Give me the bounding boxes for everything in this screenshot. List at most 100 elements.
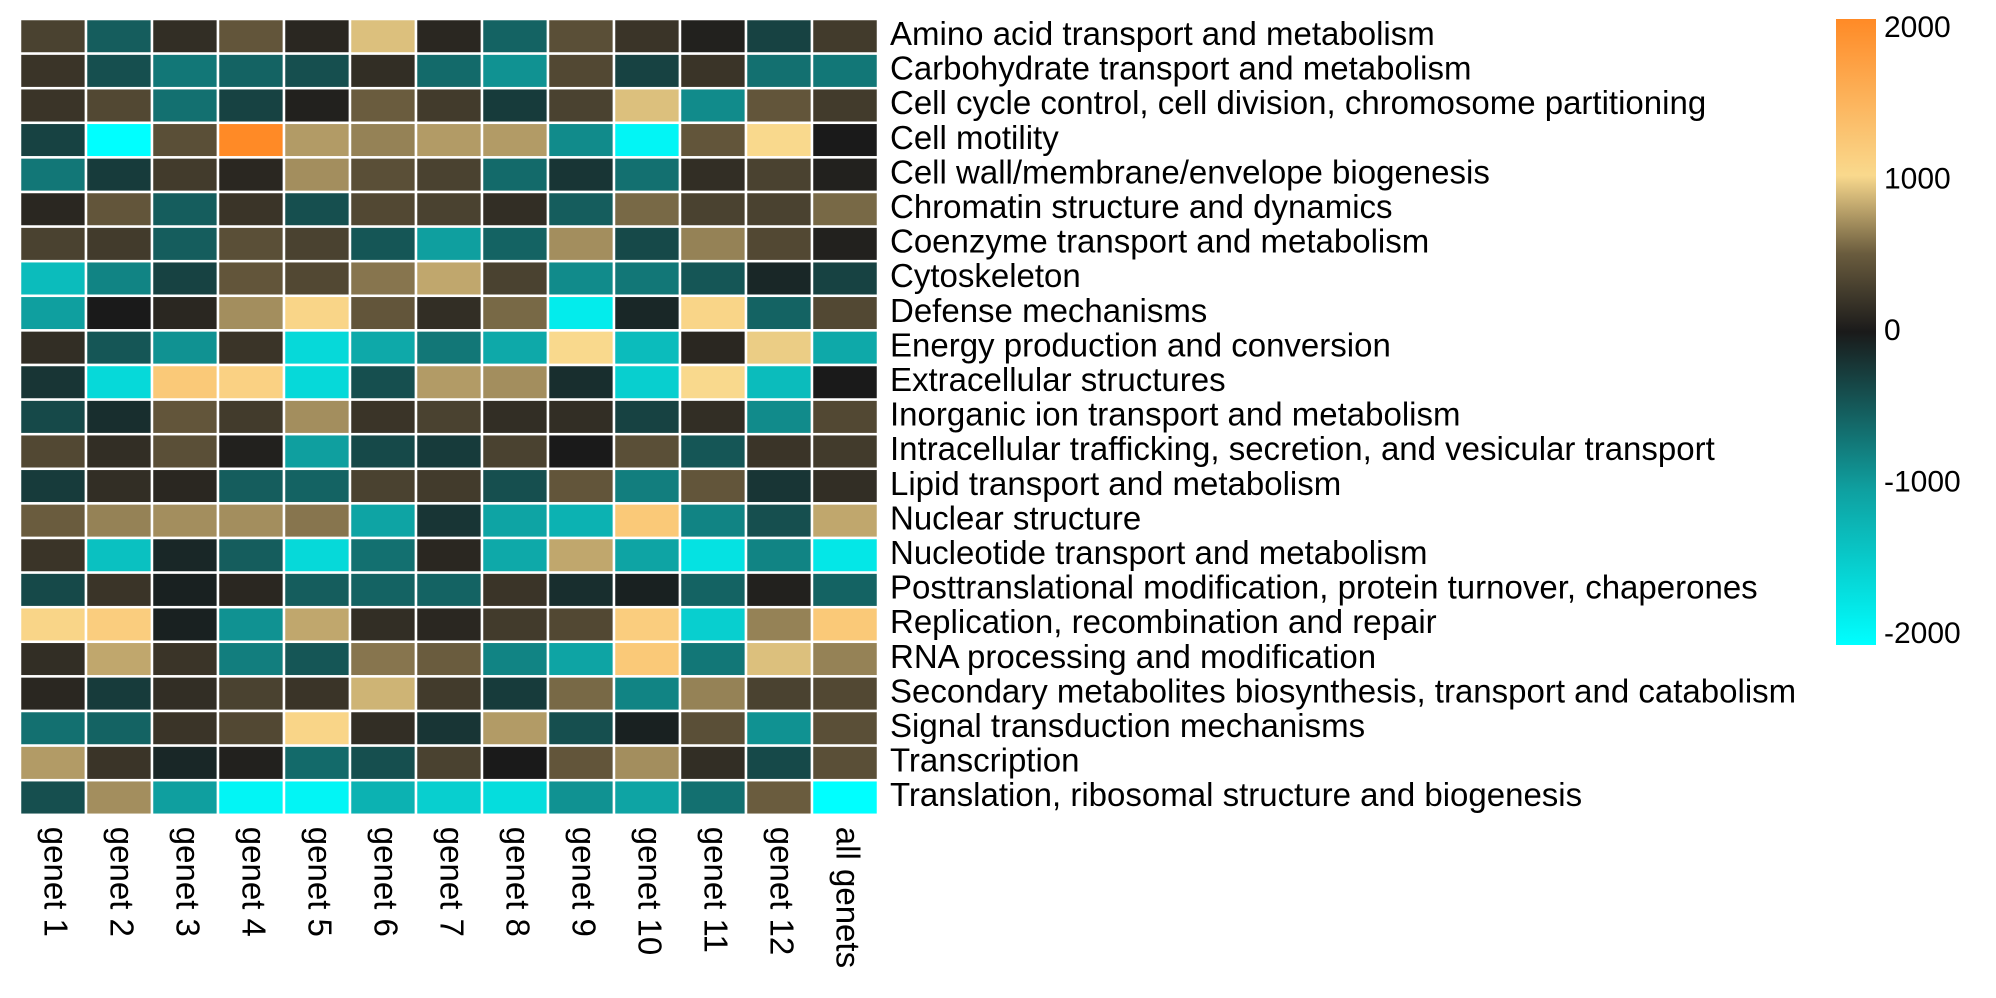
heatmap-cell: [612, 190, 682, 228]
heatmap-cell: [414, 432, 484, 471]
heatmap-cell: [282, 363, 352, 401]
heatmap-cell: [150, 432, 220, 471]
heatmap-cell: [480, 467, 550, 505]
row-label: Energy production and conversion: [890, 326, 1391, 363]
heatmap-cell: [744, 294, 814, 332]
heatmap-cell: [150, 329, 220, 367]
heatmap-cell: [150, 190, 220, 228]
heatmap-cell: [18, 190, 88, 228]
heatmap-cell: [678, 605, 748, 644]
heatmap-cell: [480, 640, 550, 678]
heatmap-cell: [84, 121, 154, 159]
heatmap-cell: [282, 17, 352, 55]
heatmap-cell: [810, 121, 880, 159]
row-label: Lipid transport and metabolism: [890, 465, 1341, 502]
heatmap-cell: [480, 225, 550, 263]
heatmap-cell: [414, 398, 484, 436]
column-label: genet 4: [235, 827, 272, 937]
heatmap-cell: [744, 709, 814, 747]
heatmap-cell: [84, 778, 154, 817]
heatmap-cell: [480, 294, 550, 332]
heatmap-cell: [744, 17, 814, 55]
heatmap-cell: [282, 675, 352, 713]
heatmap-cell: [150, 778, 220, 817]
heatmap-cell: [744, 190, 814, 228]
heatmap-cell: [480, 571, 550, 609]
heatmap-cell: [546, 675, 616, 713]
heatmap-cell: [348, 605, 418, 644]
heatmap-cell: [810, 467, 880, 505]
heatmap-cell: [414, 605, 484, 644]
column-label: genet 7: [433, 827, 470, 937]
heatmap-cell: [480, 398, 550, 436]
heatmap-cell: [480, 605, 550, 644]
heatmap-cell: [414, 86, 484, 125]
heatmap-cell: [18, 536, 88, 574]
heatmap-cell: [678, 571, 748, 609]
heatmap-cell: [84, 294, 154, 332]
row-label: Inorganic ion transport and metabolism: [890, 396, 1460, 433]
heatmap-cell: [282, 778, 352, 817]
heatmap-cell: [18, 502, 88, 540]
heatmap-cell: [744, 432, 814, 471]
heatmap-cell: [216, 640, 286, 678]
heatmap-cell: [546, 571, 616, 609]
column-label: all genets: [829, 827, 866, 968]
heatmap-cell: [282, 294, 352, 332]
heatmap-cell: [414, 675, 484, 713]
heatmap-cell: [282, 52, 352, 90]
heatmap-cell: [480, 190, 550, 228]
heatmap-cell: [348, 52, 418, 90]
heatmap-cell: [150, 467, 220, 505]
heatmap-cell: [414, 156, 484, 194]
heatmap-cell: [84, 329, 154, 367]
heatmap-cell: [810, 86, 880, 125]
heatmap-cell: [282, 156, 352, 194]
heatmap-cell: [18, 363, 88, 401]
heatmap-cell: [216, 502, 286, 540]
heatmap-cell: [84, 502, 154, 540]
heatmap-cell: [744, 467, 814, 505]
heatmap-cell: [678, 640, 748, 678]
heatmap-cell: [678, 329, 748, 367]
heatmap-cell: [810, 571, 880, 609]
heatmap-cell: [480, 52, 550, 90]
heatmap-cell: [282, 536, 352, 574]
row-label: Transcription: [890, 742, 1080, 779]
heatmap-cell: [744, 744, 814, 782]
heatmap-cell: [546, 259, 616, 298]
heatmap-cell: [612, 52, 682, 90]
row-label: RNA processing and modification: [890, 638, 1376, 675]
row-label: Translation, ribosomal structure and bio…: [890, 776, 1582, 813]
heatmap-cell: [480, 432, 550, 471]
heatmap-cell: [18, 675, 88, 713]
heatmap-cell: [810, 225, 880, 263]
heatmap-cell: [810, 744, 880, 782]
heatmap-cell: [216, 121, 286, 159]
heatmap-cell: [480, 121, 550, 159]
heatmap-cell: [216, 398, 286, 436]
heatmap-cell: [348, 259, 418, 298]
heatmap-cell: [216, 571, 286, 609]
heatmap-cell: [216, 432, 286, 471]
heatmap-cell: [348, 363, 418, 401]
heatmap-cell: [18, 778, 88, 817]
legend-tick-label: 1000: [1884, 162, 1951, 195]
row-label: Carbohydrate transport and metabolism: [890, 50, 1471, 87]
heatmap-cell: [414, 121, 484, 159]
heatmap-cell: [216, 156, 286, 194]
legend-tick-labels: 2000 1000 0 -1000 -2000: [1884, 11, 1961, 650]
heatmap-cell: [414, 467, 484, 505]
heatmap-cell: [678, 156, 748, 194]
row-label: Cell motility: [890, 119, 1059, 156]
heatmap-cell: [678, 259, 748, 298]
heatmap-cell: [480, 86, 550, 125]
heatmap-cell: [348, 571, 418, 609]
heatmap-cell: [678, 744, 748, 782]
heatmap-cell: [810, 398, 880, 436]
heatmap-cell: [546, 536, 616, 574]
heatmap-cell: [414, 17, 484, 55]
heatmap-cell: [84, 17, 154, 55]
heatmap-cell: [150, 744, 220, 782]
